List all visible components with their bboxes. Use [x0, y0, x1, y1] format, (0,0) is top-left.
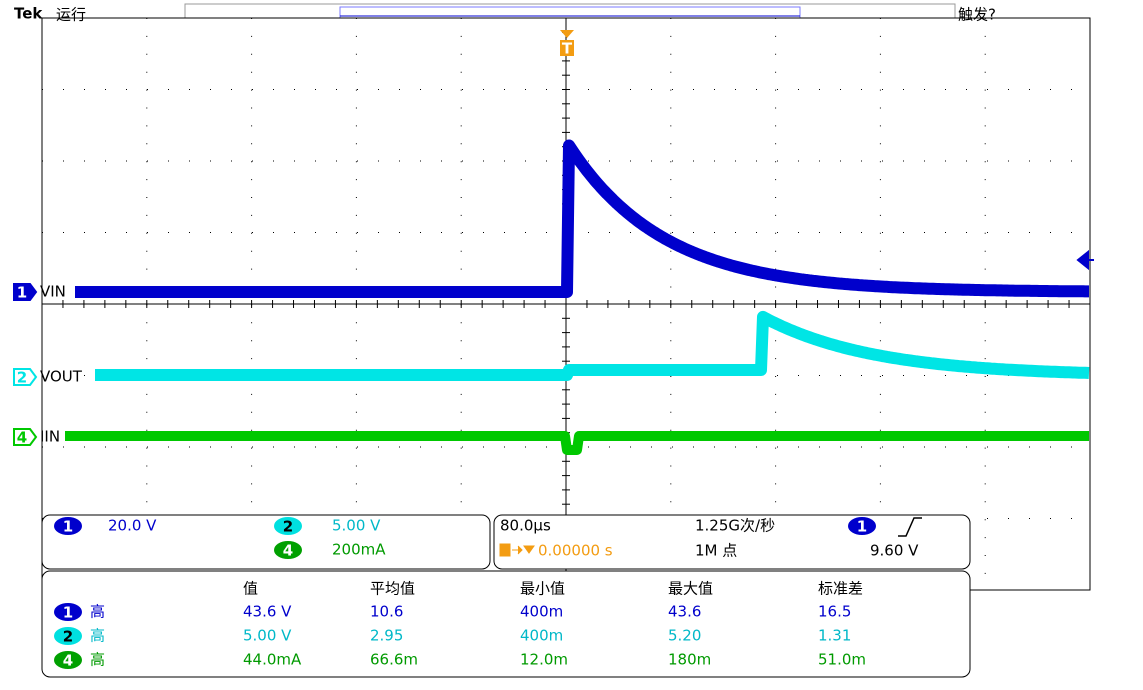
channel-badge-number: 2	[283, 518, 293, 536]
measurement-type: 高	[90, 603, 105, 621]
channel-number: 4	[17, 429, 27, 447]
channel-badge	[274, 517, 302, 535]
channel-badge	[54, 651, 82, 669]
measurement-type: 高	[90, 627, 105, 645]
measurement-value: 400m	[520, 627, 563, 645]
channel-number: 2	[17, 369, 27, 387]
channel-badge-number: 1	[63, 604, 73, 622]
run-status: 运行	[56, 6, 86, 24]
trigger-marker-box	[560, 40, 574, 56]
trigger-position-icon	[499, 543, 535, 557]
channel-badge	[274, 541, 302, 559]
measurement-value: 66.6m	[370, 651, 418, 669]
measurement-value: 16.5	[818, 603, 851, 621]
channel-label: IIN	[40, 428, 60, 446]
channel-badge	[54, 627, 82, 645]
brand: Tek	[14, 5, 43, 23]
measurement-header: 最大值	[668, 580, 713, 598]
measurement-value: 10.6	[370, 603, 403, 621]
channel-number: 1	[17, 284, 27, 302]
measurement-value: 5.20	[668, 627, 701, 645]
measurement-value: 5.00 V	[243, 627, 292, 645]
vertical-scale: 20.0 V	[108, 517, 157, 535]
channel-badge-number: 4	[63, 652, 73, 670]
vout-trace	[91, 310, 1093, 381]
waveforms	[62, 139, 1093, 455]
trigger-level: 9.60 V	[870, 542, 919, 560]
time-per-div: 80.0μs	[500, 517, 551, 535]
vertical-panel	[41, 514, 491, 570]
vertical-scale: 200mA	[332, 541, 386, 559]
channel-label: VIN	[40, 283, 66, 301]
channel-marker	[13, 428, 38, 446]
channel-label: VOUT	[40, 368, 83, 386]
measurement-header: 值	[243, 580, 258, 598]
measurement-type: 高	[90, 651, 105, 669]
trigger-status: 触发?	[958, 6, 996, 24]
trigger-slope-icon	[898, 517, 922, 537]
measurement-value: 43.6 V	[243, 603, 292, 621]
measurement-value: 43.6	[668, 603, 701, 621]
channel-badge	[54, 517, 82, 535]
channel-marker	[13, 368, 38, 386]
measurement-value: 2.95	[370, 627, 403, 645]
measurement-value: 400m	[520, 603, 563, 621]
vertical-scale: 5.00 V	[332, 517, 381, 535]
trigger-level-arrow	[1076, 249, 1094, 271]
channel-badge	[54, 603, 82, 621]
iin-trace	[62, 431, 1092, 455]
measurement-header: 最小值	[520, 580, 565, 598]
measurement-value: 1.31	[818, 627, 851, 645]
measurement-panel	[41, 570, 971, 678]
measurement-value: 12.0m	[520, 651, 568, 669]
channel-badge-number: 1	[857, 518, 867, 536]
channel-marker	[13, 283, 38, 301]
trigger-marker: T	[562, 40, 573, 58]
vin-trace	[71, 139, 1093, 298]
sample-rate: 1.25G次/秒	[695, 517, 775, 535]
measurement-value: 51.0m	[818, 651, 866, 669]
trigger-pointer	[560, 30, 574, 38]
measurement-header: 标准差	[818, 580, 863, 598]
measurement-value: 44.0mA	[243, 651, 302, 669]
measurement-value: 180m	[668, 651, 711, 669]
record-length: 1M 点	[695, 542, 737, 560]
measurement-header: 平均值	[370, 580, 415, 598]
channel-badge-number: 2	[63, 628, 73, 646]
channel-badge	[848, 517, 876, 535]
trigger-position: 0.00000 s	[538, 542, 613, 560]
channel-badge-number: 1	[63, 518, 73, 536]
channel-badge-number: 4	[283, 542, 293, 560]
